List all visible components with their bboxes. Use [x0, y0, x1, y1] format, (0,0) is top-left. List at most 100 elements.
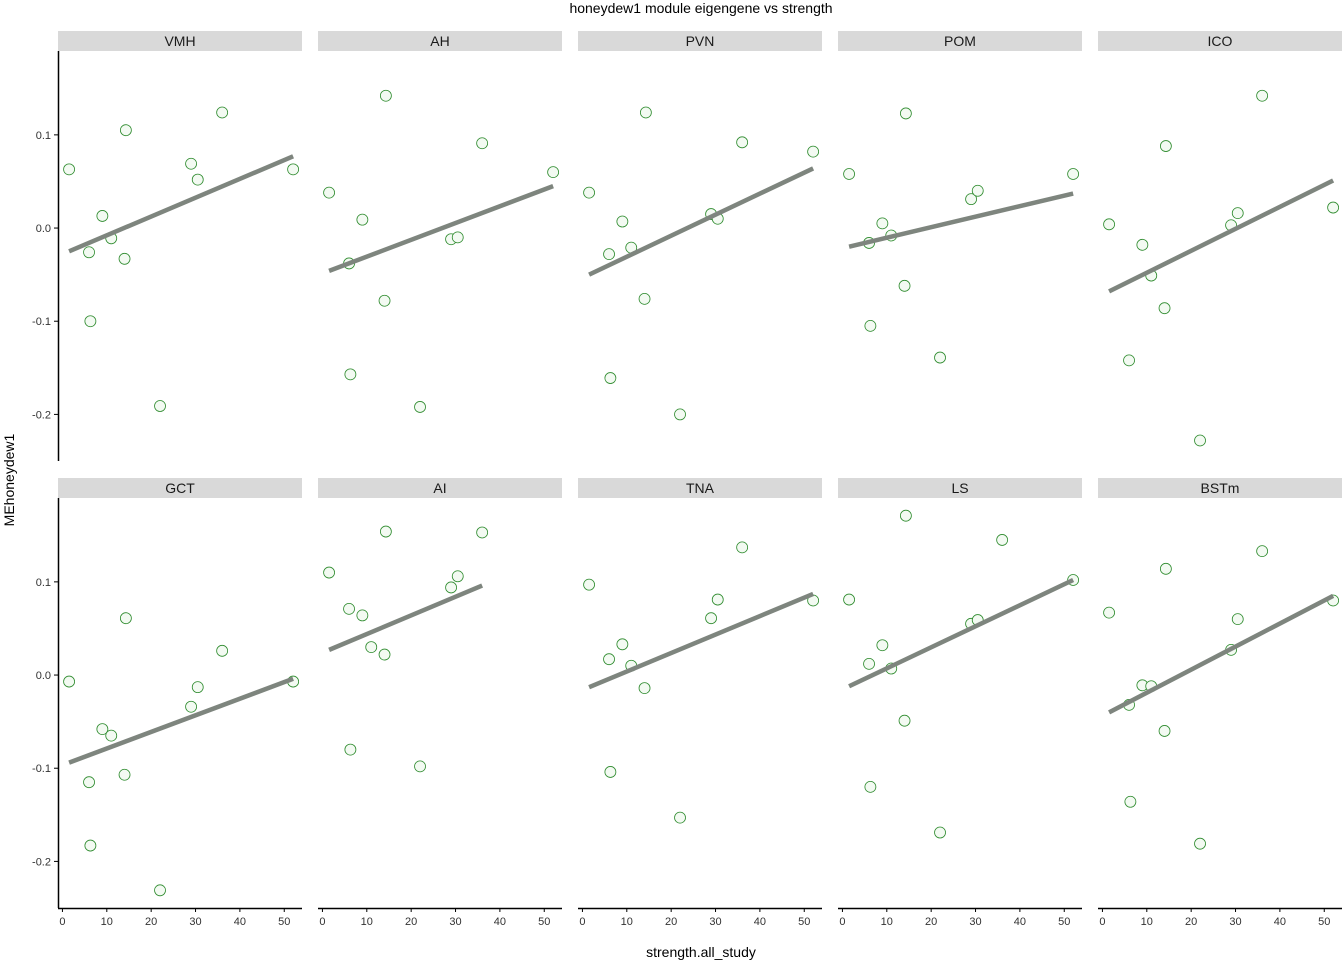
- trend-line: [1108, 178, 1335, 294]
- data-point: [356, 609, 369, 622]
- data-point: [736, 136, 749, 149]
- x-tick-label: 10: [621, 916, 633, 928]
- data-point: [119, 612, 132, 625]
- y-tick-label: 0.0: [36, 223, 51, 235]
- x-tick-label: 0: [319, 916, 325, 928]
- data-point: [378, 294, 391, 307]
- panel-bstm: BSTm 0 10 20 30 40 50: [1098, 478, 1342, 928]
- x-tick-label: 20: [665, 916, 677, 928]
- data-point: [118, 252, 131, 265]
- data-point: [863, 657, 875, 670]
- panel-ls: LS 0 10 20 30 40 50: [838, 478, 1082, 928]
- trend-line: [328, 184, 554, 274]
- data-point: [356, 213, 369, 226]
- data-point: [864, 319, 877, 332]
- data-point: [583, 186, 595, 199]
- panel-strip-label: POM: [944, 33, 976, 49]
- data-point: [807, 145, 820, 158]
- data-point: [736, 541, 749, 554]
- data-point: [843, 168, 855, 180]
- data-point: [476, 137, 489, 150]
- data-point: [934, 826, 946, 839]
- panel-strip: [578, 478, 822, 498]
- data-point: [876, 217, 889, 230]
- data-point: [547, 166, 560, 179]
- y-tick-label: 0.1: [36, 130, 51, 142]
- data-point: [96, 723, 109, 735]
- trend-line: [848, 577, 1075, 689]
- data-point: [638, 292, 651, 305]
- x-axis-label: strength.all_study: [646, 944, 756, 960]
- data-point: [898, 714, 911, 727]
- trend-line: [68, 154, 295, 254]
- x-tick-label: 0: [1099, 916, 1105, 928]
- panel-strip: [838, 31, 1082, 51]
- data-point: [96, 210, 109, 222]
- panel-pom: POM: [838, 31, 1082, 364]
- data-point: [216, 644, 229, 657]
- data-point: [1194, 837, 1206, 850]
- data-point: [1158, 302, 1171, 315]
- x-tick-label: 20: [405, 916, 417, 928]
- data-point: [1103, 218, 1115, 231]
- data-point: [1124, 795, 1137, 808]
- x-tick-label: 0: [59, 916, 65, 928]
- data-point: [1159, 562, 1172, 575]
- data-point: [674, 811, 686, 824]
- data-point: [965, 193, 977, 206]
- panel-strip-label: AH: [430, 33, 449, 49]
- data-point: [899, 107, 912, 120]
- data-point: [1231, 207, 1244, 220]
- data-point: [705, 612, 717, 625]
- data-point: [639, 106, 652, 119]
- trend-line: [588, 591, 814, 690]
- x-tick-label: 50: [798, 916, 810, 928]
- data-point: [344, 743, 357, 756]
- x-tick-label: 40: [1014, 916, 1026, 928]
- data-point: [1327, 201, 1340, 214]
- data-point: [378, 648, 391, 661]
- data-point: [83, 776, 95, 789]
- data-point: [876, 639, 889, 652]
- data-point: [674, 408, 686, 421]
- data-point: [154, 884, 166, 897]
- trend-line: [588, 166, 815, 277]
- data-point: [445, 581, 457, 594]
- panel-strip: [58, 31, 302, 51]
- panel-strip-label: TNA: [686, 480, 715, 496]
- data-point: [934, 351, 946, 364]
- x-tick-label: 30: [709, 916, 721, 928]
- data-point: [343, 602, 355, 615]
- y-tick-label: -0.1: [32, 763, 51, 775]
- y-axis-label: MEhoneydew1: [1, 433, 17, 526]
- data-point: [1256, 89, 1269, 102]
- x-tick-label: 30: [189, 916, 201, 928]
- panel-ah: AH: [318, 31, 562, 413]
- data-point: [216, 106, 229, 119]
- data-point: [191, 681, 204, 694]
- data-point: [1256, 545, 1269, 558]
- data-point: [323, 566, 335, 579]
- data-point: [616, 215, 629, 228]
- data-point: [287, 163, 300, 176]
- data-point: [1231, 613, 1244, 626]
- data-point: [414, 401, 426, 413]
- x-tick-label: 10: [361, 916, 373, 928]
- x-tick-label: 40: [1274, 916, 1286, 928]
- x-tick-label: 30: [449, 916, 461, 928]
- x-tick-label: 50: [1318, 916, 1330, 928]
- x-tick-label: 10: [1141, 916, 1153, 928]
- panel-strip-label: AI: [433, 480, 446, 496]
- data-point: [451, 231, 464, 244]
- data-point: [1159, 140, 1172, 152]
- data-point: [451, 570, 464, 583]
- x-tick-label: 0: [579, 916, 585, 928]
- y-tick-label: 0.1: [36, 577, 51, 589]
- data-point: [1123, 354, 1135, 367]
- data-point: [603, 653, 615, 666]
- data-point: [379, 525, 392, 538]
- panel-strip: [838, 478, 1082, 498]
- data-point: [379, 89, 392, 102]
- data-point: [83, 246, 95, 259]
